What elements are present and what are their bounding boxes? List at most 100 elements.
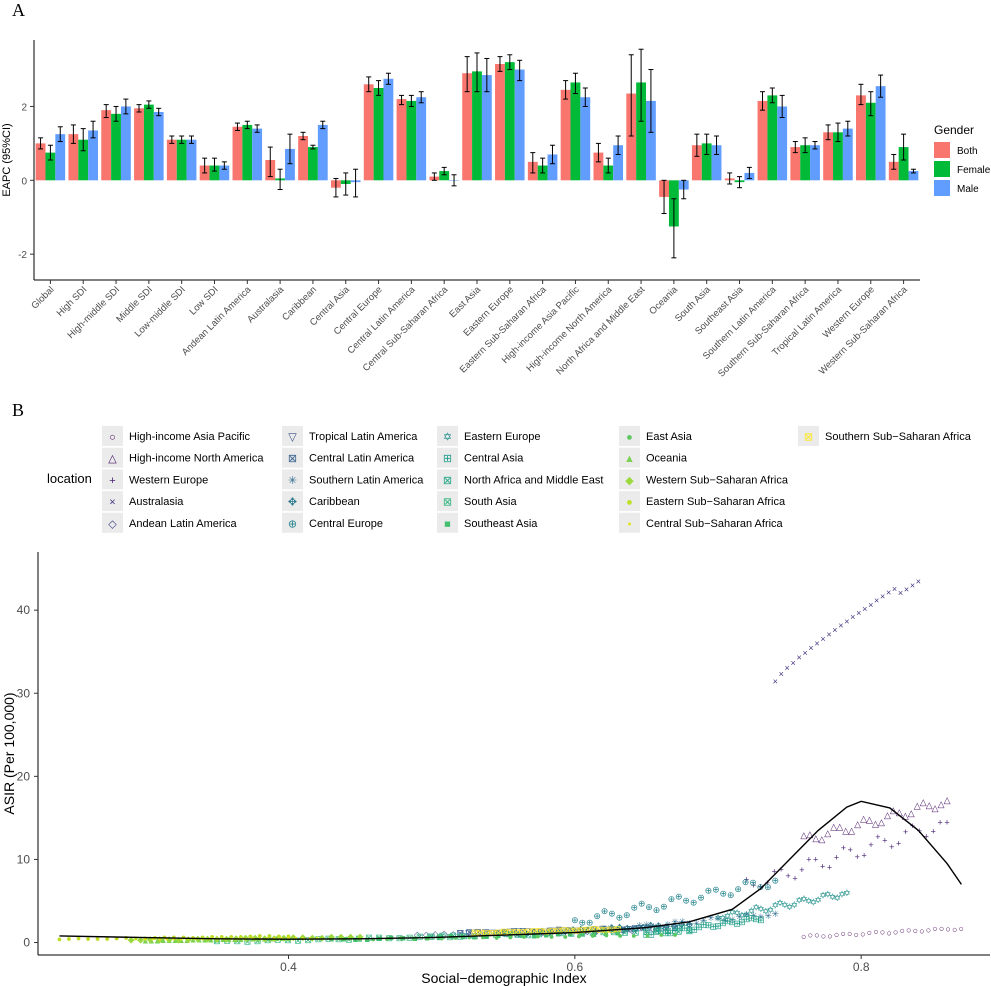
point-andean-latin-america: ◇	[530, 926, 537, 936]
point-australasia: ×	[892, 584, 897, 594]
point-southeast-asia: ■	[567, 929, 572, 939]
point-eastern-sub-saharan-africa: ●	[229, 932, 234, 942]
point-southern-sub-saharan-africa: ⊠	[489, 928, 497, 938]
point-australasia: ×	[832, 625, 837, 635]
point-eastern-sub-saharan-africa: ●	[85, 933, 90, 943]
point-western-europe: +	[841, 843, 846, 853]
bar-female-high-sdi	[78, 139, 89, 181]
point-central-asia: ⊞	[671, 926, 679, 936]
point-north-africa-and-middle-east: ⊠	[428, 931, 436, 941]
bar-both-east-asia	[462, 73, 473, 181]
point-western-sub-saharan-africa: ◆	[328, 932, 335, 942]
point-high-income-north-america: △	[800, 830, 807, 840]
bar-female-caribbean	[308, 147, 318, 181]
point-tropical-latin-america: ▽	[490, 928, 497, 938]
x-tick-label: 0.4	[280, 960, 297, 974]
point-southeast-asia: ■	[603, 928, 608, 938]
point-high-income-north-america: △	[878, 817, 885, 827]
y-tick-label: 10	[17, 852, 31, 866]
point-high-income-north-america: △	[884, 810, 891, 820]
point-andean-latin-america: ◇	[521, 927, 528, 937]
point-andean-latin-america: ◇	[414, 930, 421, 940]
point-east-asia: ●	[480, 932, 485, 942]
point-western-sub-saharan-africa: ◆	[357, 932, 364, 942]
point-central-europe: ⊕	[645, 902, 653, 912]
point-southern-sub-saharan-africa: ⊠	[495, 927, 503, 937]
point-high-income-north-america: △	[830, 822, 837, 832]
point-western-europe: +	[938, 818, 943, 828]
point-central-latin-america: ⊠	[591, 924, 599, 934]
legend-label-oceania: Oceania	[646, 453, 688, 465]
point-southern-sub-saharan-africa: ⊠	[477, 928, 485, 938]
point-south-asia: ⊠	[284, 935, 292, 945]
point-eastern-europe: ✡	[776, 898, 784, 908]
point-southern-sub-saharan-africa: ⊠	[507, 927, 515, 937]
point-high-income-asia-pacific: ○	[860, 929, 865, 939]
point-eastern-europe: ✡	[814, 895, 822, 905]
point-australasia: ×	[820, 634, 825, 644]
bar-female-north-africa-and-middle-east	[636, 82, 646, 181]
point-western-sub-saharan-africa: ◆	[242, 933, 249, 943]
bar-male-high-middle-sdi	[120, 106, 131, 181]
point-oceania: ▲	[195, 934, 204, 944]
bar-female-western-sub-saharan-africa	[898, 147, 909, 181]
point-central-latin-america: ⊠	[465, 927, 473, 937]
point-oceania: ▲	[183, 935, 192, 945]
bar-male-north-africa-and-middle-east	[645, 100, 656, 181]
legend-symbol-southeast-asia: ■	[444, 518, 451, 530]
point-western-sub-saharan-africa: ◆	[309, 932, 316, 942]
point-central-sub-saharan-africa: •	[151, 934, 154, 944]
legend-symbol-tropical-latin-america: ▽	[288, 432, 297, 444]
point-south-asia: ⊠	[254, 936, 262, 946]
y-tick-label: 40	[17, 603, 31, 617]
point-oceania: ▲	[207, 935, 216, 945]
point-andean-latin-america: ◇	[629, 925, 636, 935]
point-central-europe: ⊕	[608, 909, 616, 919]
point-high-income-asia-pacific: ○	[893, 927, 898, 937]
point-caribbean: ✥	[546, 927, 554, 937]
bar-male-middle-sdi	[153, 112, 164, 181]
legend-label-central-latin-america: Central Latin America	[309, 453, 415, 465]
y-tick-label: 0	[21, 176, 27, 187]
point-high-income-asia-pacific: ○	[932, 924, 937, 934]
point-southeast-asia: ■	[353, 935, 358, 945]
point-central-europe: ⊕	[757, 882, 765, 892]
point-southern-sub-saharan-africa: ⊠	[590, 924, 598, 934]
bar-female-middle-sdi	[143, 104, 154, 181]
point-tropical-latin-america: ▽	[599, 924, 606, 934]
point-southern-latin-america: ✳	[764, 911, 772, 921]
point-eastern-sub-saharan-africa: ●	[286, 931, 291, 941]
point-southern-sub-saharan-africa: ⊠	[560, 925, 568, 935]
point-east-asia: ●	[494, 932, 499, 942]
point-eastern-europe: ✡	[824, 889, 832, 899]
y-axis-title: ASIR (Per 100,000)	[1, 692, 17, 814]
point-north-africa-and-middle-east: ⊠	[621, 928, 629, 938]
legend-symbol-andean-latin-america: ◇	[108, 518, 117, 530]
legend-symbol-western-sub-saharan-africa: ◆	[625, 475, 634, 487]
point-high-income-north-america: △	[806, 829, 813, 839]
point-east-asia: ●	[672, 930, 677, 940]
point-central-sub-saharan-africa: •	[165, 935, 168, 945]
point-tropical-latin-america: ▽	[657, 924, 664, 934]
point-north-africa-and-middle-east: ⊠	[589, 928, 597, 938]
point-north-africa-and-middle-east: ⊠	[632, 927, 640, 937]
legend-label-western-europe: Western Europe	[129, 474, 208, 486]
legend-title: Gender	[934, 123, 974, 137]
point-central-asia: ⊞	[719, 918, 727, 928]
point-eastern-europe: ✡	[791, 900, 799, 910]
legend-symbol-eastern-europe: ✡	[443, 432, 452, 444]
point-southern-latin-america: ✳	[686, 918, 694, 928]
point-east-asia: ●	[508, 932, 513, 942]
point-oceania: ▲	[159, 935, 168, 945]
point-eastern-sub-saharan-africa: ●	[76, 933, 81, 943]
point-eastern-sub-saharan-africa: ●	[209, 931, 214, 941]
y-tick-label: 20	[17, 769, 31, 783]
point-caribbean: ✥	[670, 922, 678, 932]
point-eastern-europe: ✡	[795, 896, 803, 906]
point-southeast-asia: ■	[448, 931, 453, 941]
point-central-europe: ⊕	[630, 902, 638, 912]
point-southern-sub-saharan-africa: ⊠	[566, 925, 574, 935]
point-southern-latin-america: ✳	[643, 920, 651, 930]
